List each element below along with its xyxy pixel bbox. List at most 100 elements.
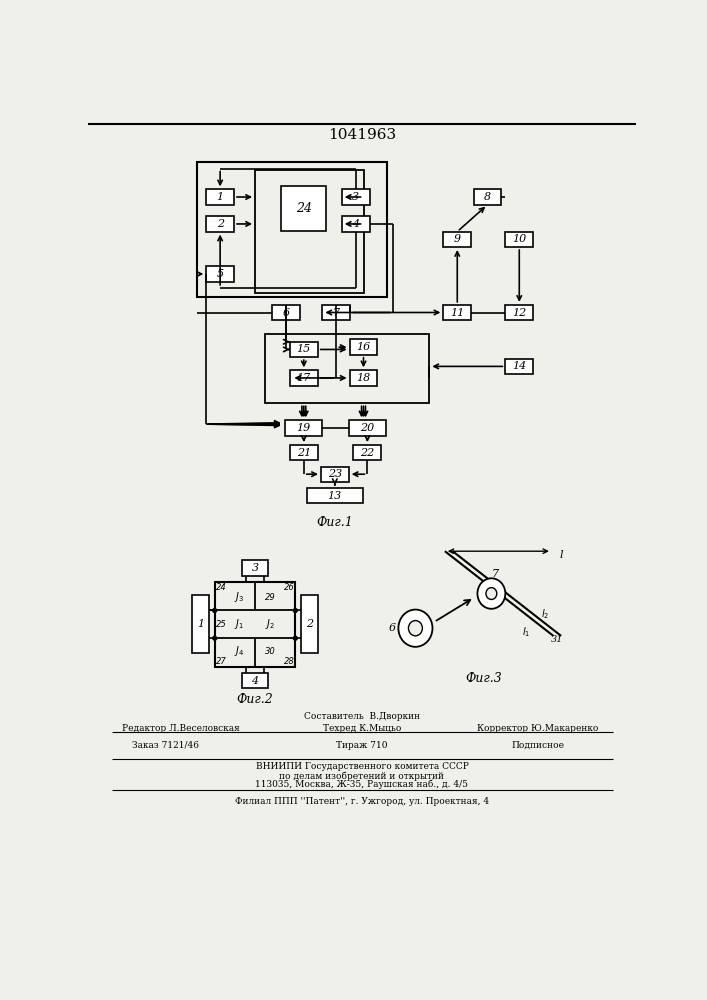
Text: 13: 13 [328, 491, 342, 501]
Bar [197, 162, 387, 297]
Bar [290, 342, 317, 357]
Text: 14: 14 [512, 361, 527, 371]
Text: 1041963: 1041963 [328, 128, 396, 142]
Bar [242, 673, 268, 688]
Text: Тираж 710: Тираж 710 [337, 741, 387, 750]
Bar [443, 232, 472, 247]
Bar [341, 216, 370, 232]
Text: l: l [559, 550, 563, 560]
Text: $J_3$: $J_3$ [235, 590, 245, 604]
Bar [192, 595, 209, 653]
Bar [265, 334, 429, 403]
Text: Заказ 7121/46: Заказ 7121/46 [132, 741, 199, 750]
Text: по делам изобретений и открытий: по делам изобретений и открытий [279, 771, 445, 781]
Text: Редактор Л.Веселовская: Редактор Л.Веселовская [122, 724, 240, 733]
Bar [206, 216, 234, 232]
Ellipse shape [477, 578, 506, 609]
Text: Корректор Ю.Макаренко: Корректор Ю.Макаренко [477, 724, 599, 733]
Text: 31: 31 [551, 635, 563, 644]
Circle shape [293, 609, 297, 612]
Text: 8: 8 [484, 192, 491, 202]
Bar [255, 170, 363, 293]
Bar [206, 266, 234, 282]
Bar [206, 189, 234, 205]
Text: 2: 2 [305, 619, 312, 629]
Text: 3: 3 [252, 563, 259, 573]
Bar [349, 420, 386, 436]
Text: 27: 27 [216, 657, 226, 666]
Bar [506, 305, 533, 320]
Text: 7: 7 [333, 308, 340, 318]
Bar [281, 186, 327, 231]
Bar [272, 305, 300, 320]
Text: 10: 10 [512, 234, 527, 244]
Text: 6: 6 [282, 308, 290, 318]
Text: 4: 4 [252, 676, 259, 686]
Ellipse shape [486, 588, 497, 599]
Text: 24: 24 [216, 583, 226, 592]
Text: 22: 22 [361, 448, 375, 458]
Text: 113035, Москва, Ж-35, Раушская наб., д. 4/5: 113035, Москва, Ж-35, Раушская наб., д. … [255, 780, 469, 789]
Text: 7: 7 [491, 569, 499, 579]
Bar [506, 232, 533, 247]
Bar [443, 305, 472, 320]
Circle shape [213, 636, 216, 640]
Bar [349, 370, 378, 386]
Text: Составитель  В.Дворкин: Составитель В.Дворкин [304, 712, 420, 721]
Text: 30: 30 [265, 647, 276, 656]
Text: 20: 20 [361, 423, 375, 433]
Text: Фиг.3: Фиг.3 [465, 672, 502, 685]
Bar [341, 189, 370, 205]
Text: $J_2$: $J_2$ [266, 617, 276, 631]
Text: 1: 1 [197, 619, 204, 629]
Bar [290, 370, 317, 386]
Text: Техред К.Мыцьо: Техред К.Мыцьо [323, 724, 401, 733]
Text: 6: 6 [389, 623, 396, 633]
Text: 23: 23 [328, 469, 342, 479]
Text: 17: 17 [297, 373, 311, 383]
Circle shape [213, 609, 216, 612]
Text: 19: 19 [297, 423, 311, 433]
Text: 15: 15 [297, 344, 311, 354]
Bar [307, 488, 363, 503]
Text: 18: 18 [356, 373, 370, 383]
Circle shape [293, 636, 297, 640]
Text: 24: 24 [296, 202, 312, 215]
Text: $J_1$: $J_1$ [235, 617, 245, 631]
Bar [300, 595, 317, 653]
Text: 3: 3 [352, 192, 359, 202]
Text: $l_1$: $l_1$ [522, 625, 530, 639]
Text: 1: 1 [216, 192, 223, 202]
Text: 26: 26 [284, 583, 295, 592]
Text: 28: 28 [284, 657, 295, 666]
Bar [242, 560, 268, 576]
Text: 2: 2 [216, 219, 223, 229]
Text: 29: 29 [265, 593, 276, 602]
Bar [215, 582, 296, 667]
Text: $J_4$: $J_4$ [234, 644, 245, 658]
Text: 12: 12 [512, 308, 527, 318]
Bar [322, 305, 351, 320]
Bar [285, 420, 322, 436]
Text: 11: 11 [450, 308, 464, 318]
Bar [290, 445, 317, 460]
Text: ВНИИПИ Государственного комитета СССР: ВНИИПИ Государственного комитета СССР [255, 762, 469, 771]
Bar [354, 445, 381, 460]
Text: Подписное: Подписное [511, 741, 564, 750]
Text: Фиг.2: Фиг.2 [237, 693, 274, 706]
Text: 16: 16 [356, 342, 370, 352]
Ellipse shape [409, 621, 422, 636]
Text: 21: 21 [297, 448, 311, 458]
Text: 4: 4 [352, 219, 359, 229]
Text: 9: 9 [454, 234, 461, 244]
Bar [506, 359, 533, 374]
Bar [474, 189, 501, 205]
Text: $l_2$: $l_2$ [542, 607, 550, 621]
Text: 5: 5 [216, 269, 223, 279]
Text: Филиал ППП ''Патент'', г. Ужгород, ул. Проектная, 4: Филиал ППП ''Патент'', г. Ужгород, ул. П… [235, 797, 489, 806]
Bar [349, 339, 378, 355]
Ellipse shape [398, 610, 433, 647]
Text: 25: 25 [216, 620, 226, 629]
Bar [321, 466, 349, 482]
Text: Фиг.1: Фиг.1 [317, 516, 354, 529]
